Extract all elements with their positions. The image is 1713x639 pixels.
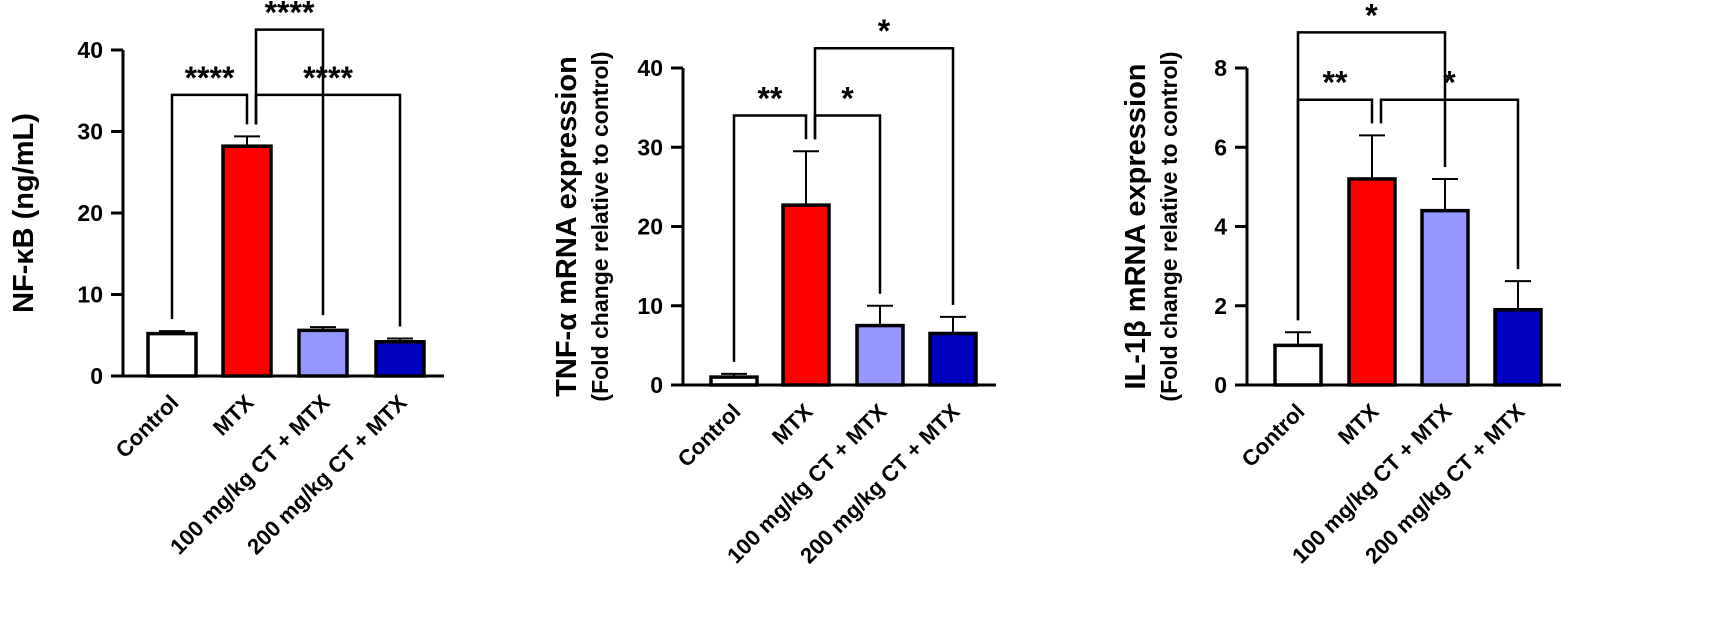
significance-bracket [813, 46, 955, 305]
y-tick-label: 20 [637, 214, 663, 240]
y-tick-label: 30 [637, 134, 663, 160]
significance-label: **** [303, 60, 353, 96]
y-tick-label: 10 [77, 282, 103, 308]
bar-2 [221, 144, 273, 378]
significance-label: * [1365, 0, 1378, 33]
significance-bracket [1296, 31, 1447, 321]
y-tick-label: 2 [1214, 293, 1227, 319]
significance-bracket [1379, 98, 1520, 270]
bar-3 [855, 323, 905, 387]
y-tick-label: 0 [650, 372, 663, 398]
significance-label: ** [758, 81, 783, 117]
y-tick-label: 0 [90, 363, 103, 389]
significance-label: **** [265, 0, 315, 31]
y-tick-label: 8 [1214, 55, 1227, 81]
y-axis-label: TNF-α mRNA expression [551, 56, 583, 397]
y-tick-label: 40 [77, 37, 103, 63]
significance-bracket [254, 93, 402, 327]
bar-2 [781, 203, 831, 387]
x-tick-label: Control [1237, 399, 1310, 472]
significance-label: * [878, 13, 891, 49]
y-axis-label: IL-1β mRNA expression [1120, 63, 1152, 389]
y-tick-label: 0 [1214, 372, 1227, 398]
bar-3 [1420, 208, 1470, 387]
x-tick-label: MTX [208, 390, 259, 441]
y-tick-label: 6 [1214, 134, 1227, 160]
y-axis-sublabel: (Fold change relative to control) [1156, 51, 1182, 401]
bar-3 [297, 328, 349, 378]
y-tick-label: 10 [637, 293, 663, 319]
x-tick-label: MTX [767, 399, 818, 450]
significance-bracket [254, 28, 325, 316]
x-tick-label: Control [673, 399, 746, 472]
x-tick-label: Control [111, 390, 184, 463]
chart-panel-2: 0 10 20 30 40 TNF-α mRNA expression (Fold chan… [551, 13, 996, 568]
y-tick-label: 30 [77, 119, 103, 145]
y-tick-label: 20 [77, 200, 103, 226]
bar-4 [928, 331, 978, 387]
x-tick-label: MTX [1333, 399, 1384, 450]
significance-label: * [841, 81, 854, 117]
bar-1 [1273, 343, 1323, 387]
bar-1 [146, 331, 198, 378]
bar-4 [374, 340, 426, 378]
significance-label: * [1443, 65, 1456, 101]
y-axis-label: NF-κB (ng/mL) [8, 113, 40, 313]
y-tick-label: 4 [1214, 214, 1227, 240]
bar-2 [1347, 177, 1397, 387]
significance-label: **** [185, 60, 235, 96]
significance-label: ** [1323, 65, 1348, 101]
significance-bracket [170, 93, 249, 320]
chart-panel-3: 0 2 4 6 8 IL-1β mRNA expression (Fold change r… [1120, 0, 1561, 568]
y-tick-label: 40 [637, 55, 663, 81]
y-axis-sublabel: (Fold change relative to control) [587, 51, 613, 401]
bar-4 [1493, 307, 1543, 387]
bar-1 [709, 375, 759, 387]
significance-bracket [732, 114, 808, 362]
